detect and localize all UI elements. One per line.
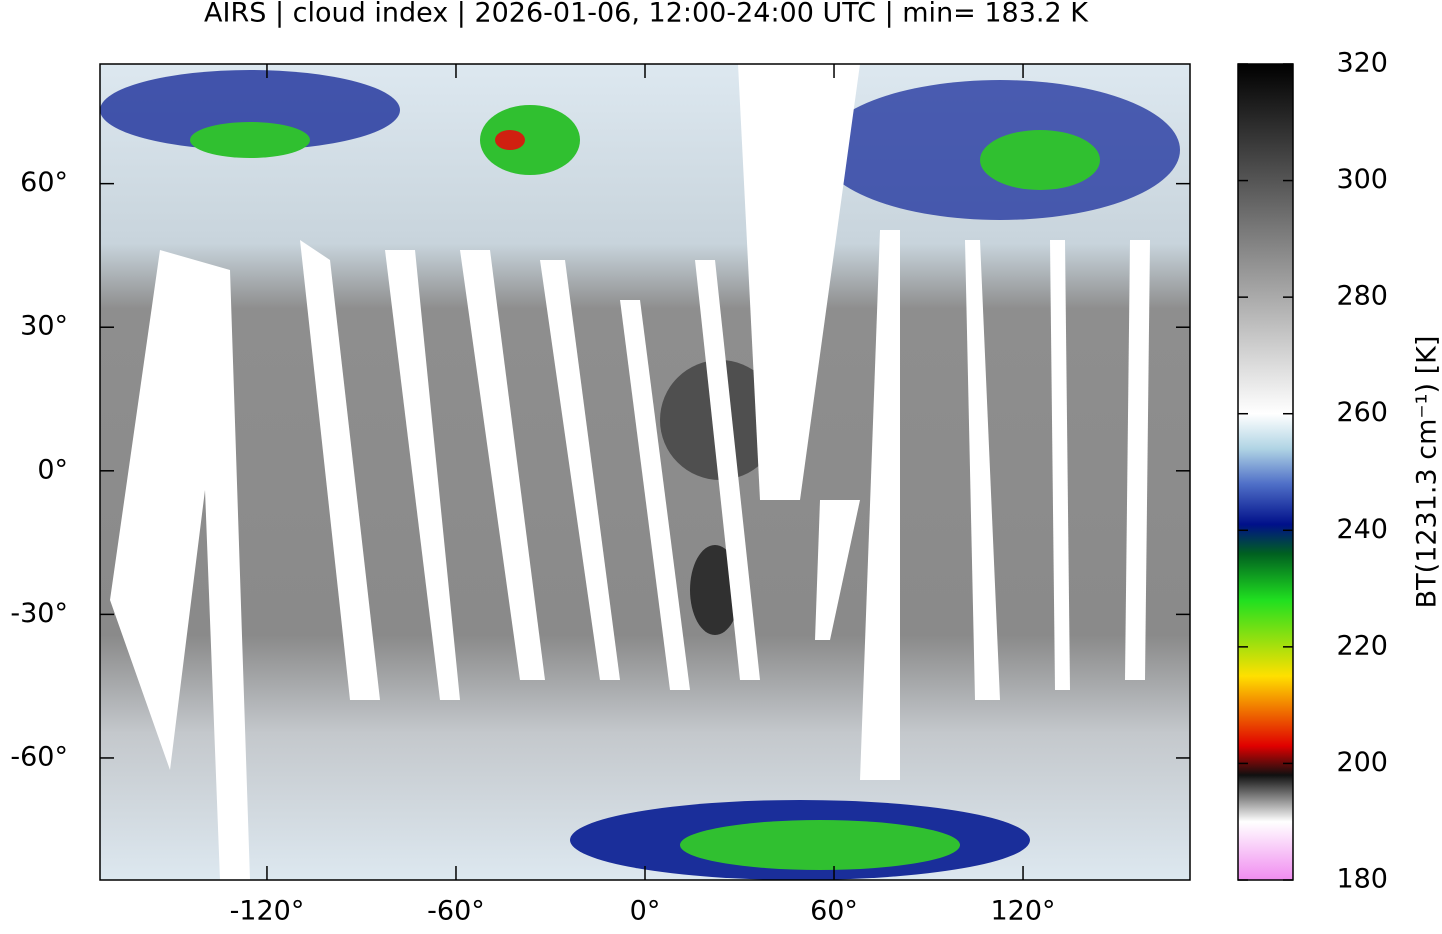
x-tick-label: 120° (991, 896, 1056, 927)
x-tick-label: 60° (810, 896, 858, 927)
colorbar-tick-label: 280 (1336, 281, 1388, 312)
y-tick-label: -60° (10, 741, 68, 772)
colorbar-tick-label: 240 (1336, 514, 1388, 545)
y-tick-label: 60° (20, 167, 68, 198)
colorbar-tick-label: 180 (1336, 864, 1388, 895)
map-image (100, 64, 1190, 880)
y-tick-label: 0° (37, 454, 68, 485)
y-tick-label: 30° (20, 311, 68, 342)
x-tick-label: -120° (230, 896, 305, 927)
colorbar-tick-label: 200 (1336, 747, 1388, 778)
cloud (495, 130, 525, 150)
title: AIRS | cloud index | 2026-01-06, 12:00-2… (204, 0, 1089, 29)
cloud (190, 122, 310, 158)
colorbar-tick-label: 220 (1336, 630, 1388, 661)
cloud (980, 130, 1100, 190)
colorbar-tick-label: 300 (1336, 164, 1388, 195)
cloud (680, 820, 960, 870)
colorbar (1238, 64, 1293, 880)
colorbar-tick-label: 260 (1336, 397, 1388, 428)
x-tick-label: 0° (630, 896, 661, 927)
x-tick-label: -60° (427, 896, 485, 927)
colorbar-label: BT(1231.3 cm⁻¹) [K] (1412, 336, 1442, 609)
y-tick-label: -30° (10, 598, 68, 629)
colorbar-tick-label: 320 (1336, 48, 1388, 79)
